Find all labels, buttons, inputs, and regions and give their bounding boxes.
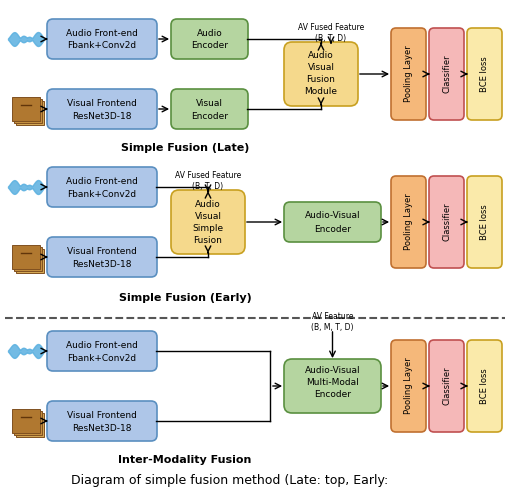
Text: BCE loss: BCE loss [480,56,489,92]
Text: Pooling Layer: Pooling Layer [404,194,413,250]
FancyBboxPatch shape [391,28,426,120]
FancyBboxPatch shape [429,340,464,432]
Text: (B, T, D): (B, T, D) [315,33,347,43]
Text: Simple Fusion (Late): Simple Fusion (Late) [121,143,249,153]
Text: Encoder: Encoder [191,112,228,121]
Text: Multi-Modal: Multi-Modal [306,377,359,387]
Text: Fusion: Fusion [194,236,222,245]
Text: Simple Fusion (Early): Simple Fusion (Early) [119,293,251,303]
Text: AV Feature: AV Feature [312,312,353,320]
FancyBboxPatch shape [16,249,44,273]
FancyBboxPatch shape [467,28,502,120]
Text: Encoder: Encoder [314,390,351,398]
FancyBboxPatch shape [47,331,157,371]
Text: Audio-Visual: Audio-Visual [304,366,360,374]
Text: Audio Front-end: Audio Front-end [66,176,138,186]
FancyBboxPatch shape [284,202,381,242]
Text: Diagram of simple fusion method (Late: top, Early:: Diagram of simple fusion method (Late: t… [71,473,389,487]
FancyBboxPatch shape [47,89,157,129]
FancyBboxPatch shape [12,409,40,433]
Text: Audio Front-end: Audio Front-end [66,341,138,349]
FancyBboxPatch shape [12,97,40,121]
FancyBboxPatch shape [14,99,42,123]
FancyBboxPatch shape [467,340,502,432]
Text: ResNet3D-18: ResNet3D-18 [72,112,132,121]
Text: Audio-Visual: Audio-Visual [304,211,360,220]
FancyBboxPatch shape [47,401,157,441]
Text: Classifier: Classifier [442,367,451,405]
Text: Visual Frontend: Visual Frontend [67,411,137,419]
FancyBboxPatch shape [16,101,44,125]
Text: Pooling Layer: Pooling Layer [404,46,413,102]
FancyBboxPatch shape [284,359,381,413]
FancyBboxPatch shape [391,340,426,432]
Text: Visual: Visual [308,64,334,73]
Text: BCE loss: BCE loss [480,204,489,240]
Text: Visual: Visual [195,212,221,220]
Text: Visual Frontend: Visual Frontend [67,246,137,255]
Text: Fbank+Conv2d: Fbank+Conv2d [68,353,137,363]
Text: AV Fused Feature: AV Fused Feature [298,23,364,31]
FancyBboxPatch shape [391,176,426,268]
Text: Module: Module [304,88,337,97]
FancyBboxPatch shape [467,176,502,268]
Text: Visual Frontend: Visual Frontend [67,98,137,107]
Text: (B, T, D): (B, T, D) [192,181,223,191]
Text: Encoder: Encoder [191,42,228,50]
Text: Pooling Layer: Pooling Layer [404,358,413,415]
Text: Audio: Audio [308,51,334,60]
Text: Audio Front-end: Audio Front-end [66,28,138,38]
FancyBboxPatch shape [47,19,157,59]
Text: Audio: Audio [195,199,221,209]
FancyBboxPatch shape [429,28,464,120]
FancyBboxPatch shape [429,176,464,268]
FancyBboxPatch shape [171,89,248,129]
FancyBboxPatch shape [47,167,157,207]
FancyBboxPatch shape [171,19,248,59]
Text: (B, M, T, D): (B, M, T, D) [311,322,354,332]
FancyBboxPatch shape [12,245,40,269]
Text: Encoder: Encoder [314,224,351,234]
Text: Fusion: Fusion [307,75,335,84]
Text: Classifier: Classifier [442,203,451,241]
Text: ResNet3D-18: ResNet3D-18 [72,423,132,433]
Text: Simple: Simple [192,223,223,232]
FancyBboxPatch shape [14,411,42,435]
FancyBboxPatch shape [171,190,245,254]
Text: Audio: Audio [197,28,222,38]
Text: BCE loss: BCE loss [480,368,489,404]
FancyBboxPatch shape [16,413,44,437]
FancyBboxPatch shape [14,247,42,271]
Text: Visual: Visual [196,98,223,107]
Text: Classifier: Classifier [442,55,451,93]
Text: Fbank+Conv2d: Fbank+Conv2d [68,42,137,50]
FancyBboxPatch shape [47,237,157,277]
Text: Fbank+Conv2d: Fbank+Conv2d [68,190,137,198]
Text: ResNet3D-18: ResNet3D-18 [72,260,132,269]
Text: Inter-Modality Fusion: Inter-Modality Fusion [118,455,252,465]
FancyBboxPatch shape [284,42,358,106]
Text: AV Fused Feature: AV Fused Feature [175,171,241,179]
